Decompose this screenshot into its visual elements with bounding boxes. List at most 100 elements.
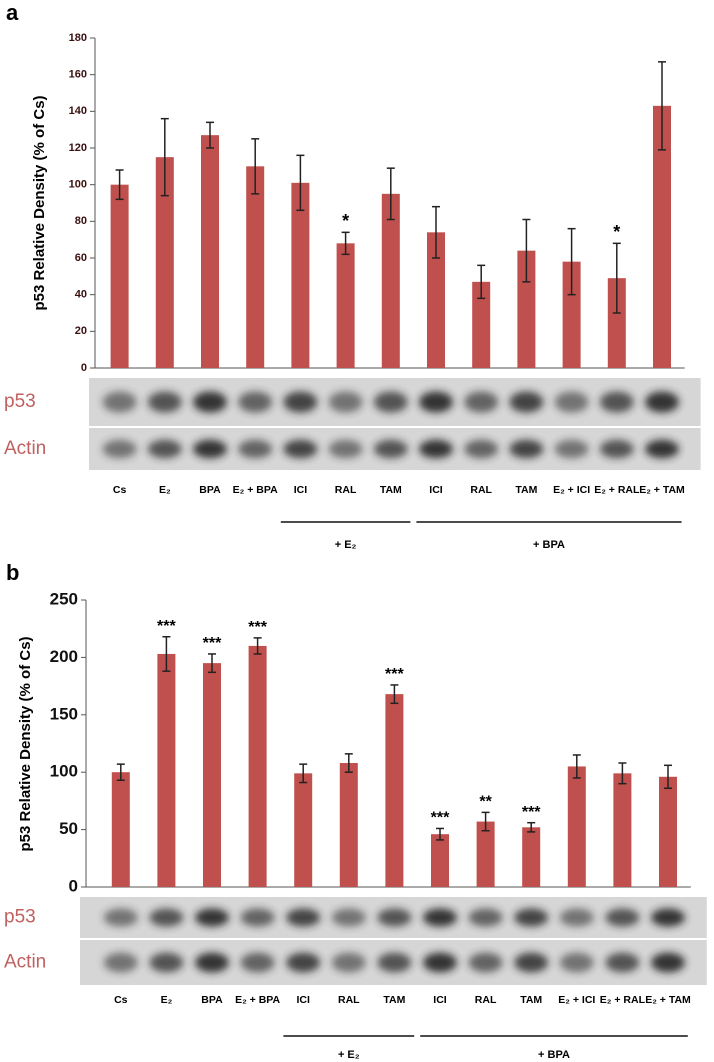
- blot-label: p53: [4, 391, 36, 412]
- x-tick-label: ICI: [296, 994, 310, 1006]
- y-tick-label: 200: [50, 647, 78, 666]
- error-bar: [208, 653, 216, 674]
- blot-band: [509, 391, 544, 413]
- blot-band: [240, 952, 275, 973]
- error-bar: [386, 167, 395, 221]
- blot-band: [102, 391, 137, 413]
- blot-band: [419, 391, 453, 413]
- x-tick-label: E₂: [161, 994, 173, 1006]
- group-label: + E₂: [338, 1049, 360, 1061]
- error-bar: [251, 138, 260, 195]
- y-tick-label: 20: [75, 325, 87, 337]
- error-bar: [344, 753, 353, 773]
- y-tick-label: 50: [59, 819, 78, 838]
- blot-band: [377, 908, 412, 927]
- bar: [613, 773, 632, 887]
- y-tick-label: 60: [75, 252, 87, 264]
- x-tick-label: E₂ + ICI: [558, 994, 595, 1006]
- blot-band: [509, 439, 544, 459]
- significance-label: ***: [385, 666, 404, 683]
- blot-band: [468, 952, 503, 973]
- x-tick-label: E₂ + ICI: [553, 484, 590, 496]
- blot-band: [328, 391, 363, 413]
- x-tick-label: RAL: [475, 994, 497, 1006]
- y-axis-label: p53 Relative Density (% of Cs): [17, 636, 34, 851]
- blot-label: p53: [4, 907, 36, 928]
- significance-label: *: [342, 211, 349, 231]
- blot-band: [651, 908, 685, 927]
- y-tick-label: 0: [81, 362, 87, 374]
- blot-band: [559, 908, 594, 927]
- bar: [472, 281, 491, 368]
- error-bar: [162, 635, 171, 672]
- x-tick-label: RAL: [335, 484, 357, 496]
- error-bar: [432, 205, 440, 259]
- blot-band: [195, 952, 229, 973]
- blot-band: [468, 908, 503, 927]
- error-bar: [477, 264, 486, 300]
- group-label: + BPA: [533, 539, 565, 551]
- x-tick-label: ICI: [294, 484, 308, 496]
- significance-label: ***: [248, 619, 267, 636]
- error-bar: [567, 227, 576, 296]
- bar: [562, 261, 581, 368]
- error-bar: [572, 754, 581, 779]
- blot-band: [286, 908, 321, 927]
- blot-band: [103, 908, 138, 927]
- blot-band: [373, 391, 408, 413]
- blot-band: [599, 391, 634, 413]
- y-tick-label: 100: [50, 762, 78, 781]
- bar: [385, 694, 404, 887]
- blot-band: [147, 439, 182, 459]
- error-bar: [390, 684, 399, 705]
- blot-band: [149, 952, 184, 973]
- bar: [427, 232, 445, 368]
- blot-band: [464, 391, 499, 413]
- y-tick-label: 40: [75, 289, 87, 301]
- error-bar: [160, 117, 169, 197]
- bar: [476, 821, 495, 887]
- blot-band: [238, 391, 273, 413]
- blot-band: [193, 391, 227, 413]
- error-bar: [253, 637, 262, 655]
- bar: [431, 834, 449, 887]
- blot-band: [103, 952, 138, 973]
- x-tick-label: TAM: [515, 484, 537, 496]
- bar: [567, 766, 586, 887]
- significance-label: ***: [431, 810, 450, 827]
- x-tick-label: BPA: [199, 484, 221, 496]
- blot-band: [328, 439, 363, 459]
- blot-band: [102, 439, 137, 459]
- error-bar: [436, 827, 444, 841]
- error-bar: [296, 154, 305, 212]
- significance-label: ***: [203, 635, 222, 652]
- blot-band: [554, 391, 589, 413]
- bar: [157, 653, 176, 887]
- error-bar: [612, 242, 621, 314]
- y-tick-label: 250: [50, 589, 78, 608]
- blot-band: [651, 952, 685, 973]
- blot-band: [377, 952, 412, 973]
- bar: [155, 157, 174, 368]
- x-tick-label: E₂: [159, 484, 171, 496]
- y-tick-label: 140: [69, 105, 87, 117]
- blot-band: [605, 952, 640, 973]
- significance-label: *: [613, 222, 620, 242]
- blot-band: [514, 952, 549, 973]
- blot-band: [238, 439, 273, 459]
- bar: [203, 663, 221, 887]
- y-tick-label: 180: [69, 32, 87, 44]
- blot-band: [464, 439, 499, 459]
- y-tick-label: 120: [69, 142, 87, 154]
- bar: [381, 193, 400, 368]
- bar: [246, 166, 265, 368]
- bar: [659, 776, 677, 887]
- x-tick-label: TAM: [380, 484, 402, 496]
- x-tick-label: E₂ + TAM: [639, 484, 685, 496]
- y-tick-label: 0: [69, 876, 78, 895]
- error-bar: [115, 169, 124, 201]
- x-tick-label: E₂ + BPA: [235, 994, 280, 1006]
- bar: [517, 250, 536, 368]
- bar: [607, 278, 626, 368]
